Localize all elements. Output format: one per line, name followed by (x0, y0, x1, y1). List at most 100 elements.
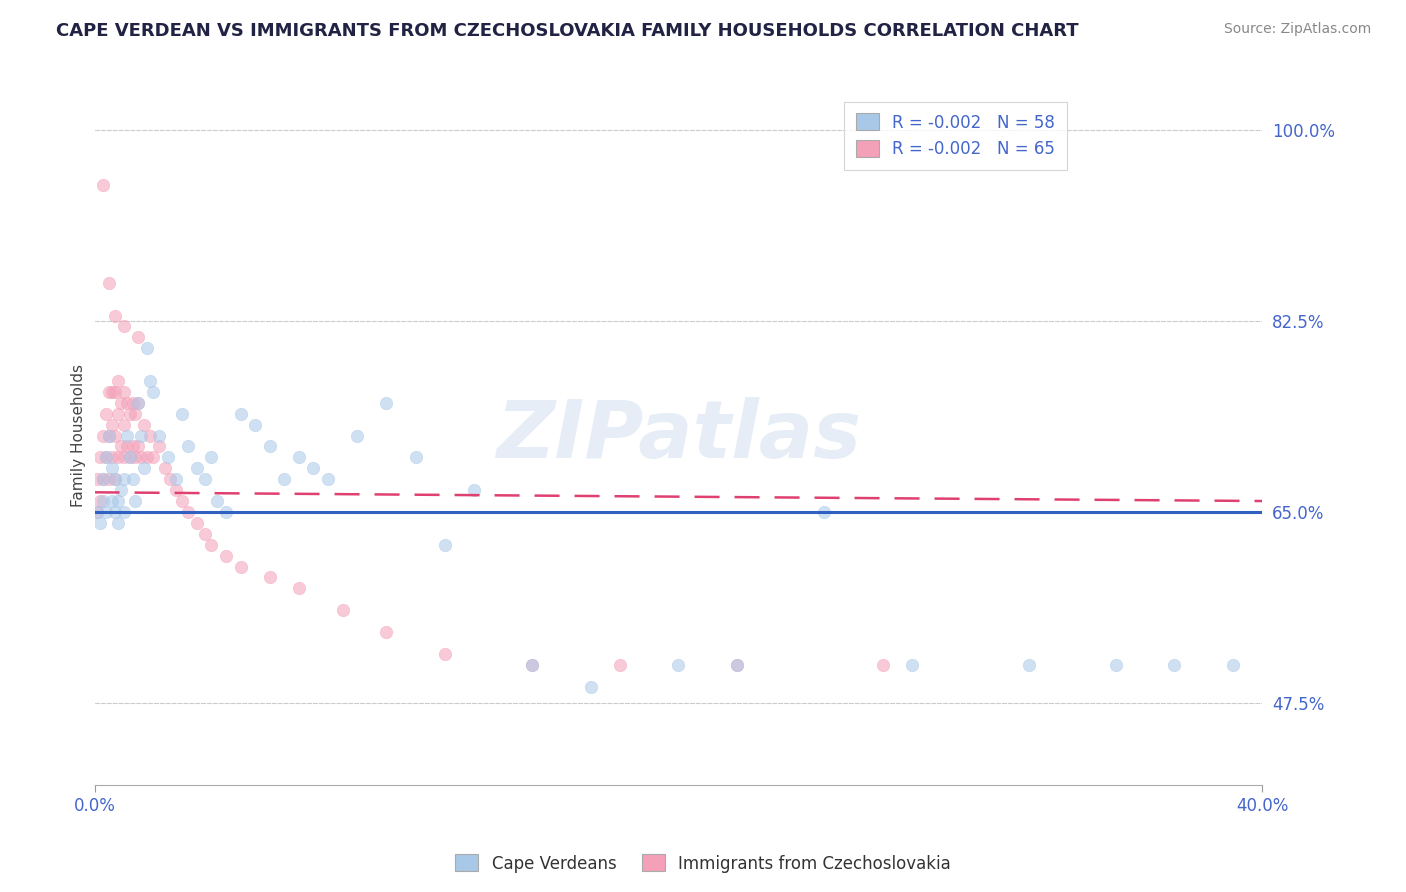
Point (1105, 657, 1128, 672)
Point (104, 309, 127, 323)
Point (136, 341, 159, 355)
Point (110, 483, 132, 497)
Point (98, 472, 121, 486)
Point (104, 505, 127, 519)
Point (142, 384, 165, 399)
Y-axis label: Family Households: Family Households (72, 364, 86, 507)
Point (124, 494, 146, 508)
Text: Source: ZipAtlas.com: Source: ZipAtlas.com (1223, 22, 1371, 37)
Point (98, 384, 121, 399)
Legend: R = -0.002   N = 58, R = -0.002   N = 65: R = -0.002 N = 58, R = -0.002 N = 65 (844, 102, 1067, 169)
Point (115, 396, 138, 410)
Point (375, 396, 398, 410)
Text: CAPE VERDEAN VS IMMIGRANTS FROM CZECHOSLOVAKIA FAMILY HOUSEHOLDS CORRELATION CHA: CAPE VERDEAN VS IMMIGRANTS FROM CZECHOSL… (56, 22, 1078, 40)
Point (101, 461, 124, 475)
Point (89, 516, 111, 530)
Point (215, 505, 238, 519)
Point (104, 472, 127, 486)
Point (725, 657, 748, 672)
Point (127, 396, 149, 410)
Point (186, 461, 208, 475)
Point (139, 374, 162, 388)
Point (172, 494, 194, 508)
Point (1163, 657, 1185, 672)
Point (121, 472, 143, 486)
Point (98, 428, 121, 442)
Point (121, 440, 143, 454)
Point (229, 559, 252, 574)
Point (98, 276, 121, 290)
Point (522, 657, 544, 672)
Point (200, 538, 222, 552)
Point (112, 505, 135, 519)
Point (136, 450, 159, 465)
Point (91, 428, 114, 442)
Point (165, 472, 187, 486)
Point (118, 407, 141, 421)
Point (346, 428, 368, 442)
Point (666, 657, 689, 672)
Point (186, 516, 208, 530)
Point (433, 647, 456, 661)
Point (91, 178, 114, 192)
Point (107, 407, 129, 421)
Point (115, 428, 138, 442)
Point (91, 472, 114, 486)
Point (148, 440, 170, 454)
Point (813, 505, 835, 519)
Point (129, 450, 152, 465)
Point (375, 624, 398, 639)
Point (1222, 657, 1244, 672)
Point (124, 450, 146, 465)
Point (172, 407, 194, 421)
Point (134, 417, 156, 432)
Point (127, 440, 149, 454)
Point (91, 472, 114, 486)
Point (139, 428, 162, 442)
Point (104, 384, 127, 399)
Point (89, 494, 111, 508)
Point (107, 494, 129, 508)
Point (107, 516, 129, 530)
Point (288, 450, 311, 465)
Point (96, 450, 118, 465)
Point (121, 396, 143, 410)
Point (205, 494, 228, 508)
Point (165, 483, 187, 497)
Point (104, 428, 127, 442)
Point (288, 582, 311, 596)
Point (96, 505, 118, 519)
Point (332, 603, 354, 617)
Point (302, 461, 325, 475)
Point (112, 417, 135, 432)
Point (229, 407, 252, 421)
Point (243, 417, 266, 432)
Point (177, 505, 200, 519)
Point (273, 472, 295, 486)
Point (200, 450, 222, 465)
Point (194, 472, 217, 486)
Point (609, 657, 631, 672)
Point (118, 450, 141, 465)
Point (579, 680, 602, 694)
Point (86, 472, 108, 486)
Point (194, 526, 217, 541)
Point (142, 450, 165, 465)
Point (1018, 657, 1040, 672)
Point (101, 494, 124, 508)
Point (96, 407, 118, 421)
Point (259, 570, 281, 584)
Point (316, 472, 339, 486)
Point (107, 450, 129, 465)
Point (91, 494, 114, 508)
Point (110, 440, 132, 454)
Point (901, 657, 924, 672)
Point (110, 396, 132, 410)
Point (872, 657, 894, 672)
Point (129, 428, 152, 442)
Point (86, 505, 108, 519)
Point (148, 428, 170, 442)
Point (101, 417, 124, 432)
Legend: Cape Verdeans, Immigrants from Czechoslovakia: Cape Verdeans, Immigrants from Czechoslo… (449, 847, 957, 880)
Point (107, 374, 129, 388)
